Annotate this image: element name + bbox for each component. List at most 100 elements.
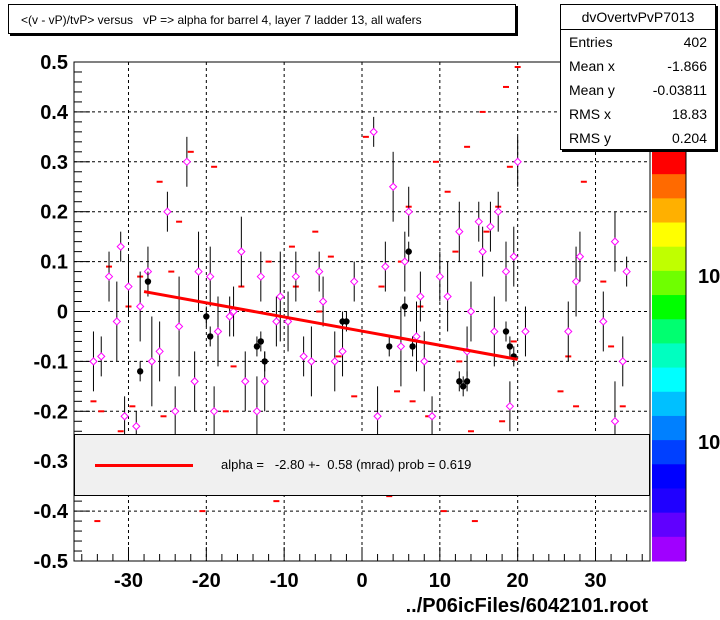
stats-label: Mean x — [569, 58, 615, 74]
palette-swatch — [652, 319, 686, 344]
stats-value: 402 — [683, 34, 707, 50]
profile-point — [241, 377, 250, 386]
stats-value: -0.03811 — [652, 82, 707, 98]
profile-point — [412, 332, 421, 341]
profile-point — [443, 292, 452, 301]
x-tick-label: 10 — [429, 570, 451, 592]
profile-point — [404, 207, 413, 216]
profile-point — [513, 157, 522, 167]
y-tick-label: -0.1 — [34, 351, 68, 373]
chart-title: <(v - vP)/tvP> versus vP => alpha for ba… — [21, 13, 422, 27]
profile-point — [116, 242, 125, 251]
palette-swatch — [652, 246, 686, 272]
palette-swatch — [652, 367, 686, 393]
profile-point — [229, 307, 238, 316]
black-point — [136, 368, 144, 375]
x-tick-label: 30 — [584, 570, 606, 592]
y-tick-label: -0.3 — [34, 451, 68, 473]
profile-point — [420, 357, 429, 366]
fit-result: alpha = -2.80 +- 0.58 (mrad) prob = 0.61… — [221, 457, 472, 472]
palette-swatch — [652, 343, 686, 369]
profile-point — [564, 327, 573, 336]
profile-point — [501, 267, 511, 276]
stats-label: Entries — [569, 34, 613, 50]
profile-point — [147, 357, 157, 366]
data-points — [89, 65, 631, 523]
profile-point — [307, 357, 316, 366]
y-tick-label: 0.4 — [40, 102, 69, 124]
y-tick-label: 0.2 — [40, 202, 68, 224]
profile-point — [89, 357, 98, 366]
palette-swatch — [652, 222, 686, 248]
stats-value: 18.83 — [671, 106, 707, 122]
palette-swatch — [652, 440, 686, 465]
stats-row-entries: Entries 402 — [561, 30, 715, 54]
stats-label: RMS x — [569, 106, 611, 122]
profile-point — [163, 207, 172, 216]
profile-point — [174, 322, 184, 331]
profile-point — [170, 407, 180, 416]
palette-swatch — [652, 295, 686, 320]
profile-point — [427, 412, 437, 421]
profile-point — [209, 407, 219, 416]
black-point — [207, 333, 214, 340]
profile-point — [490, 327, 499, 336]
profile-point — [132, 422, 141, 431]
black-point — [459, 383, 467, 390]
palette-swatch — [652, 464, 686, 489]
black-point — [257, 338, 265, 345]
file-footer: ../P06icFiles/6042101.root — [405, 595, 648, 617]
palette-swatch — [652, 270, 686, 296]
black-point — [401, 303, 409, 310]
title-box: <(v - vP)/tvP> versus vP => alpha for ba… — [8, 4, 516, 34]
black-point — [463, 378, 471, 385]
profile-point — [478, 247, 487, 256]
y-tick-label: 0.1 — [40, 252, 68, 274]
profile-point — [206, 272, 215, 281]
y-tick-label: -0.5 — [34, 551, 68, 573]
profile-point — [256, 272, 266, 281]
profile-point — [416, 292, 425, 301]
profile-point — [388, 182, 398, 191]
stats-box: dvOvertvPvP7013 Entries 402 Mean x -1.86… — [560, 4, 716, 150]
stats-value: 0.204 — [671, 130, 707, 146]
profile-point — [571, 277, 581, 286]
palette-swatch — [652, 174, 686, 199]
profile-point — [435, 272, 445, 281]
black-point — [409, 343, 416, 350]
black-point — [261, 358, 268, 365]
profile-point — [381, 262, 390, 271]
profile-point — [260, 377, 269, 386]
stats-label: Mean y — [569, 82, 615, 98]
profile-point — [104, 272, 114, 281]
profile-point — [455, 227, 464, 236]
fit-legend: alpha = -2.80 +- 0.58 (mrad) prob = 0.61… — [74, 434, 650, 496]
stats-row-rms-y: RMS y 0.204 — [561, 126, 715, 150]
profile-point — [373, 412, 382, 421]
profile-point — [190, 377, 199, 386]
black-point — [506, 343, 514, 350]
profile-point — [182, 157, 192, 167]
profile-point — [486, 222, 495, 231]
profile-point — [225, 312, 234, 321]
palette-swatch — [652, 391, 686, 417]
palette-label-lower: 10 — [698, 432, 720, 454]
profile-point — [610, 237, 620, 246]
profile-point — [466, 307, 476, 316]
profile-point — [299, 352, 308, 361]
palette-swatch — [652, 488, 686, 514]
profile-point — [509, 252, 518, 261]
profile-point — [396, 342, 406, 351]
profile-point — [505, 402, 515, 411]
stats-row-mean-y: Mean y -0.03811 — [561, 78, 715, 102]
color-palette — [652, 150, 687, 562]
axis-ticks: -30 -20 -10 0 10 20 30 -0.5 -0.4 -0.3 -0.2 -0.1 0 0.1… — [34, 52, 643, 592]
profile-point — [622, 267, 631, 276]
profile-point — [237, 247, 246, 256]
profile-point — [155, 347, 164, 356]
profile-point — [350, 277, 359, 286]
black-point — [456, 378, 463, 385]
profile-point — [369, 127, 378, 137]
profile-point — [120, 412, 129, 421]
profile-point — [112, 317, 122, 326]
